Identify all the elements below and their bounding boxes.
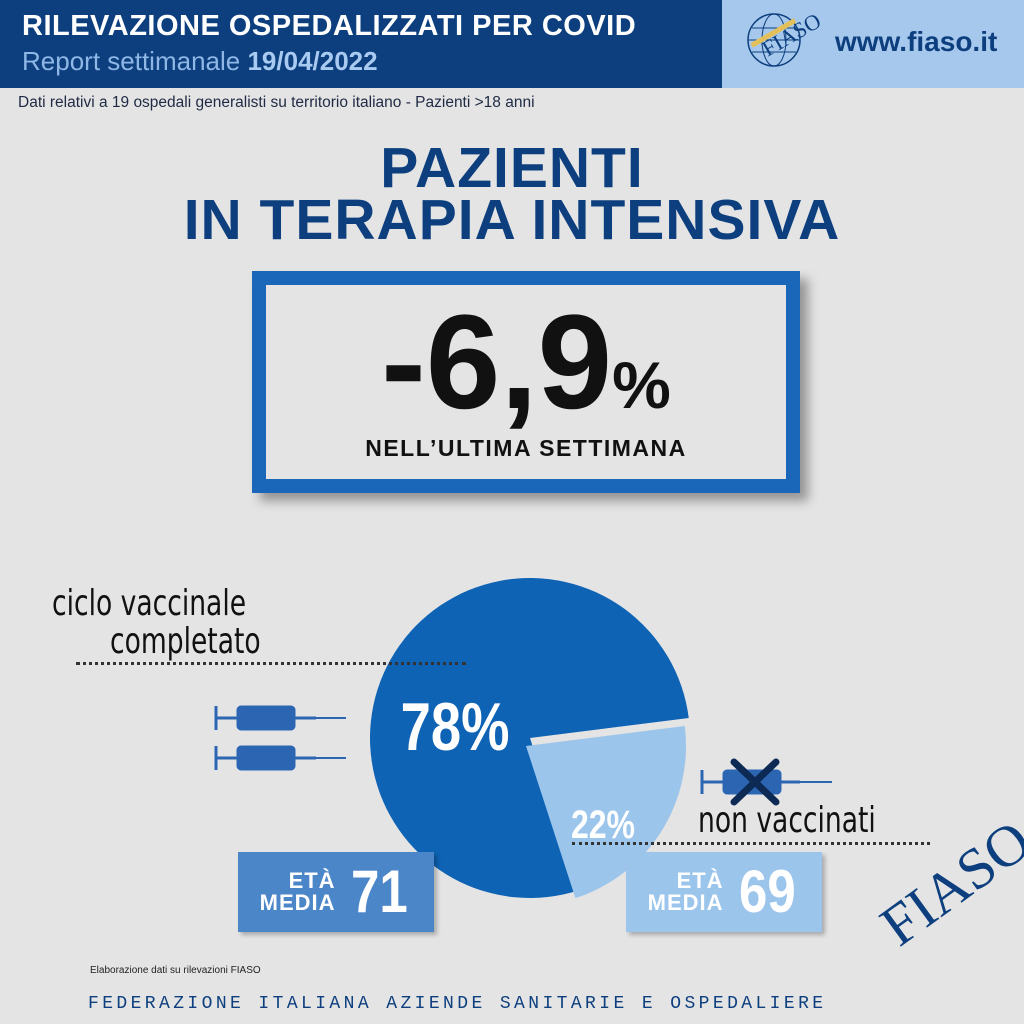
headline: PAZIENTI IN TERAPIA INTENSIVA xyxy=(0,136,1024,252)
syringe-icon xyxy=(214,745,346,771)
label-vaccinated-2: completato xyxy=(110,621,261,662)
kpi-value: -6,9% xyxy=(266,296,786,430)
headline-line-2: IN TERAPIA INTENSIVA xyxy=(183,188,841,252)
fiaso-brand-mark: FIASO xyxy=(868,807,1024,959)
kpi-unit: % xyxy=(612,348,671,422)
subtitle-text: Report settimanale xyxy=(22,46,241,76)
label-vaccinated: ciclo vaccinale xyxy=(52,583,247,624)
report-subtitle: Report settimanale 19/04/2022 xyxy=(22,46,378,77)
pie-label-unvaccinated: 22% xyxy=(571,802,635,847)
headline-line-1: PAZIENTI xyxy=(380,136,644,200)
age-value-unvaccinated: 69 xyxy=(738,858,796,925)
fiaso-globe-logo-icon: FIASO xyxy=(747,8,822,67)
kpi-number: -6,9 xyxy=(381,288,613,437)
report-date: 19/04/2022 xyxy=(247,46,378,76)
label-unvaccinated: non vaccinati xyxy=(698,800,876,841)
age-label: ETÀ MEDIA xyxy=(647,868,724,915)
source-note: Elaborazione dati su rilevazioni FIASO xyxy=(90,965,261,976)
age-label: ETÀ MEDIA xyxy=(259,868,336,915)
age-value-vaccinated: 71 xyxy=(350,858,408,925)
pie-slice-vaccinated xyxy=(370,578,689,898)
syringe-icon xyxy=(214,705,346,731)
data-note: Dati relativi a 19 ospedali generalisti … xyxy=(18,94,535,111)
cross-icon xyxy=(730,758,780,806)
age-box-vaccinated: ETÀ MEDIA 71 xyxy=(238,852,434,932)
kpi-box: -6,9% NELL’ULTIMA SETTIMANA xyxy=(252,271,800,493)
age-box-unvaccinated: ETÀ MEDIA 69 xyxy=(626,852,822,932)
pie-label-vaccinated: 78% xyxy=(401,689,510,765)
leader-line xyxy=(76,662,466,665)
website-link[interactable]: www.fiaso.it xyxy=(835,26,998,57)
report-title: RILEVAZIONE OSPEDALIZZATI PER COVID xyxy=(22,10,637,42)
footer-text: FEDERAZIONE ITALIANA AZIENDE SANITARIE E… xyxy=(88,994,827,1014)
header-bar xyxy=(0,0,722,88)
logo-panel: FIASO xyxy=(722,0,1024,88)
syringe-icon xyxy=(700,769,832,795)
leader-line xyxy=(572,842,930,845)
kpi-caption: NELL’ULTIMA SETTIMANA xyxy=(365,435,687,461)
